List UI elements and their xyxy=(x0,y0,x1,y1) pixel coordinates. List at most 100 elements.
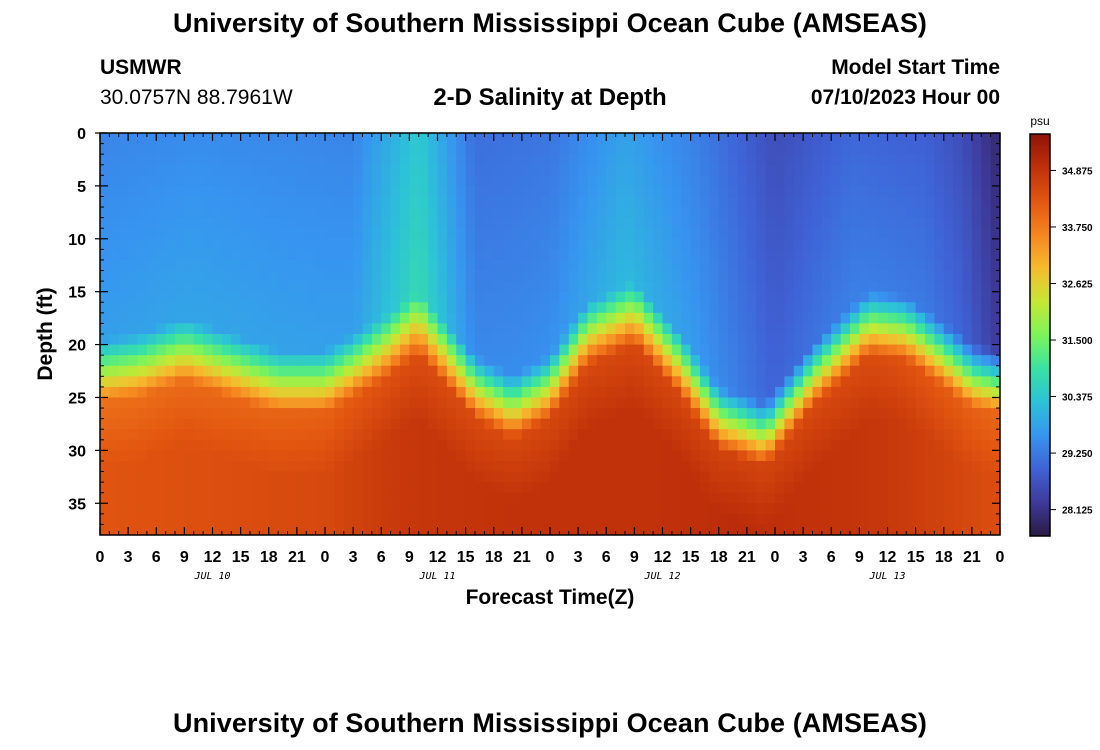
heatmap-cell xyxy=(568,376,579,388)
heatmap-cell xyxy=(775,471,785,483)
heatmap-cell xyxy=(418,386,429,399)
heatmap-cell xyxy=(634,482,645,494)
heatmap-cell xyxy=(578,217,589,229)
heatmap-cell xyxy=(493,238,504,250)
heatmap-cell xyxy=(456,196,467,208)
heatmap-cell xyxy=(315,450,326,462)
heatmap-cell xyxy=(906,386,917,399)
heatmap-cell xyxy=(718,259,729,272)
heatmap-cell xyxy=(850,344,860,356)
heatmap-cell xyxy=(100,524,110,535)
heatmap-cell xyxy=(615,175,626,187)
heatmap-cell xyxy=(100,164,110,176)
heatmap-cell xyxy=(465,259,476,272)
heatmap-cell xyxy=(962,323,973,335)
heatmap-cell xyxy=(718,397,729,409)
heatmap-cell xyxy=(512,270,523,282)
heatmap-cell xyxy=(221,439,232,451)
heatmap-cell xyxy=(137,365,148,377)
heatmap-cell xyxy=(559,492,570,504)
heatmap-cell xyxy=(962,259,973,272)
heatmap-cell xyxy=(859,259,870,272)
heatmap-cell xyxy=(100,397,110,409)
heatmap-cell xyxy=(296,154,307,166)
heatmap-cell xyxy=(681,503,692,515)
y-tick-label: 20 xyxy=(68,338,86,355)
heatmap-cell xyxy=(934,196,945,208)
y-tick-label: 35 xyxy=(68,496,86,513)
heatmap-cell xyxy=(831,312,842,325)
heatmap-cell xyxy=(943,429,954,441)
heatmap-cell xyxy=(362,154,373,166)
heatmap-cell xyxy=(353,524,364,535)
heatmap-cell xyxy=(906,503,917,515)
heatmap-cell xyxy=(896,386,907,399)
heatmap-cell xyxy=(821,418,832,430)
heatmap-cell xyxy=(803,133,814,145)
heatmap-cell xyxy=(634,312,645,325)
heatmap-cell xyxy=(521,355,532,367)
heatmap-cell xyxy=(990,259,1000,272)
heatmap-cell xyxy=(559,259,570,272)
heatmap-cell xyxy=(559,471,570,483)
heatmap-cell xyxy=(193,217,204,229)
heatmap-cell xyxy=(784,460,795,473)
heatmap-cell xyxy=(718,154,729,166)
heatmap-cell xyxy=(428,196,439,208)
heatmap-cell xyxy=(315,302,326,314)
heatmap-cell xyxy=(662,429,673,441)
heatmap-cell xyxy=(362,185,373,198)
x-axis-label: Forecast Time(Z) xyxy=(466,586,635,609)
heatmap-cell xyxy=(437,471,448,483)
day-label: JUL 12 xyxy=(643,571,680,582)
heatmap-cell xyxy=(418,238,429,250)
heatmap-cell xyxy=(915,450,926,462)
heatmap-cell xyxy=(418,196,429,208)
heatmap-cell xyxy=(109,334,120,346)
heatmap-cell xyxy=(784,408,795,420)
heatmap-cell xyxy=(250,524,260,535)
x-tick-label: 18 xyxy=(710,549,728,566)
heatmap-cell xyxy=(878,207,889,219)
heatmap-cell xyxy=(550,482,560,494)
heatmap-cell xyxy=(400,228,410,240)
heatmap-cell xyxy=(521,270,532,282)
heatmap-cell xyxy=(606,259,617,272)
heatmap-cell xyxy=(831,259,842,272)
heatmap-cell xyxy=(878,185,889,198)
colorbar-tick-label: 32.625 xyxy=(1062,279,1093,290)
heatmap-cell xyxy=(596,439,607,451)
heatmap-cell xyxy=(446,281,457,293)
heatmap-cell xyxy=(118,513,129,526)
heatmap-cell xyxy=(831,334,842,346)
heatmap-cell xyxy=(456,365,467,377)
heatmap-cell xyxy=(118,302,129,314)
heatmap-cell xyxy=(971,513,982,526)
heatmap-cell xyxy=(868,376,879,388)
heatmap-cell xyxy=(409,270,420,282)
heatmap-cell xyxy=(381,471,392,483)
heatmap-cell xyxy=(109,513,120,526)
heatmap-cell xyxy=(259,281,270,293)
heatmap-cell xyxy=(428,143,439,155)
heatmap-cell xyxy=(737,249,748,261)
heatmap-cell xyxy=(428,408,439,420)
heatmap-cell xyxy=(671,365,682,377)
heatmap-cell xyxy=(353,259,364,272)
x-tick-label: 9 xyxy=(630,549,639,566)
heatmap-cell xyxy=(943,397,954,409)
heatmap-cell xyxy=(971,238,982,250)
heatmap-cell xyxy=(296,450,307,462)
heatmap-cell xyxy=(971,450,982,462)
heatmap-cell xyxy=(184,185,195,198)
heatmap-cell xyxy=(587,376,598,388)
heatmap-cell xyxy=(221,376,232,388)
heatmap-cell xyxy=(671,344,682,356)
heatmap-cell xyxy=(793,503,804,515)
heatmap-cell xyxy=(371,513,382,526)
heatmap-cell xyxy=(128,450,139,462)
heatmap-cell xyxy=(746,154,757,166)
heatmap-cell xyxy=(915,418,926,430)
heatmap-cell xyxy=(709,439,720,451)
heatmap-cell xyxy=(512,450,523,462)
